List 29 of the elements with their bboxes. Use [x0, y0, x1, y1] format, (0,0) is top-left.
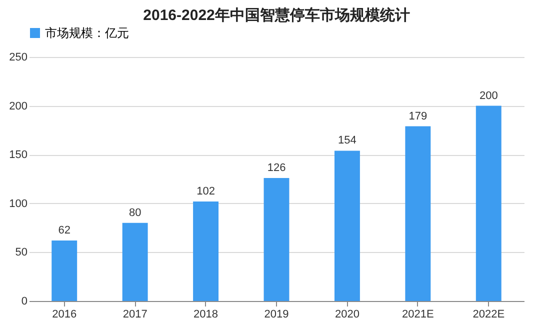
data-label: 102	[196, 185, 215, 198]
x-tick-label: 2016	[52, 308, 77, 320]
y-tick-label: 150	[9, 149, 28, 162]
bar	[334, 150, 360, 301]
y-tick-label: 200	[9, 100, 28, 112]
x-tick-label: 2022E	[472, 308, 505, 320]
y-tick-label: 250	[9, 52, 28, 64]
bar	[122, 222, 148, 301]
data-label: 80	[128, 206, 142, 219]
x-tick-label: 2020	[334, 308, 360, 320]
data-label: 179	[408, 110, 428, 122]
bar	[405, 126, 431, 301]
bar	[52, 240, 78, 301]
bar	[476, 106, 502, 301]
x-tick-label: 2019	[264, 308, 289, 320]
data-label: 126	[267, 162, 286, 174]
y-tick-label: 0	[21, 296, 28, 308]
data-label: 154	[338, 134, 356, 147]
data-label: 200	[479, 90, 498, 102]
bar	[193, 201, 219, 301]
y-tick-label: 100	[9, 198, 28, 210]
data-label: 62	[58, 224, 70, 236]
legend-label: 市场规模：亿元	[45, 26, 129, 40]
x-tick-label: 2017	[122, 308, 148, 320]
x-tick-label: 2021E	[402, 308, 434, 320]
y-tick-label: 50	[15, 246, 28, 259]
chart-title: 2016-2022年中国智慧停车市场规模统计	[143, 6, 410, 24]
x-tick-label: 2018	[194, 308, 218, 320]
bar	[264, 178, 290, 301]
